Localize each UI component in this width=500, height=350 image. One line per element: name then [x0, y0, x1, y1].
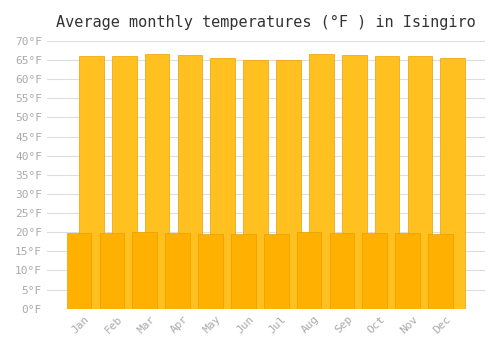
Bar [309, 54, 334, 309]
Bar [198, 233, 223, 309]
Bar [362, 233, 387, 309]
Bar [100, 233, 124, 309]
Bar [67, 233, 92, 309]
Bar [166, 233, 190, 309]
Bar [210, 58, 235, 309]
Bar [396, 233, 420, 309]
Bar [276, 60, 301, 309]
Bar [296, 232, 322, 309]
Bar [244, 60, 268, 309]
Bar [231, 234, 256, 309]
Bar [342, 55, 366, 309]
Bar [178, 55, 203, 309]
Bar [145, 54, 170, 309]
Bar [112, 56, 136, 309]
Bar [330, 233, 354, 309]
Bar [440, 58, 465, 309]
Title: Average monthly temperatures (°F ) in Isingiro: Average monthly temperatures (°F ) in Is… [56, 15, 476, 30]
Bar [132, 232, 157, 309]
Bar [428, 233, 453, 309]
Bar [408, 56, 432, 309]
Bar [79, 56, 104, 309]
Bar [264, 234, 288, 309]
Bar [374, 56, 400, 309]
